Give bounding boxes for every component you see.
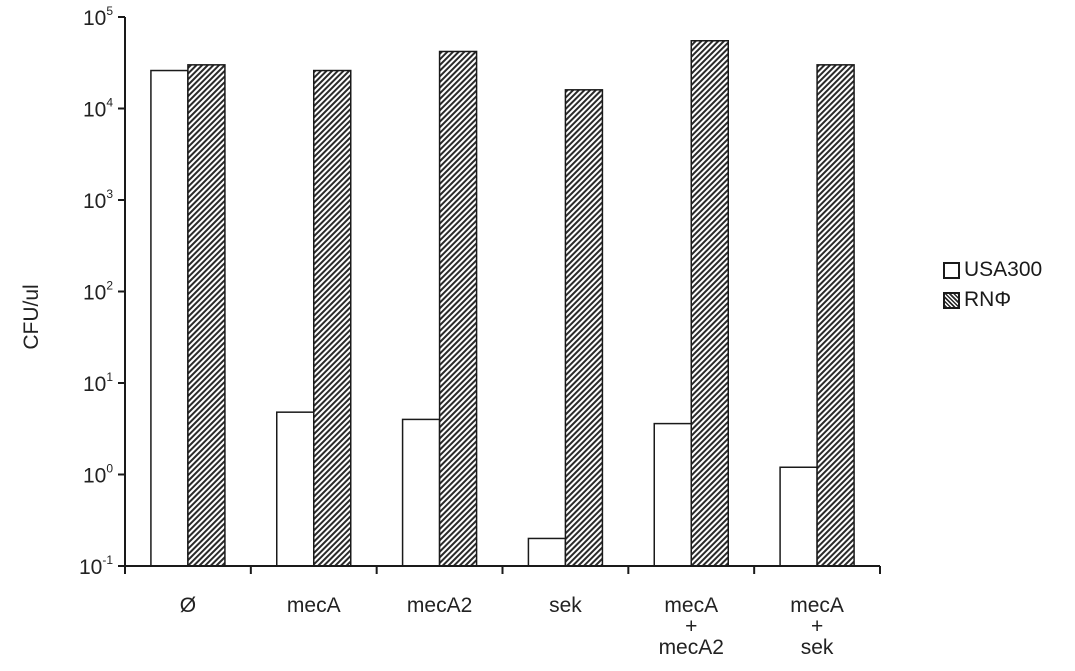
bar-usa300-0 [150, 69, 189, 567]
y-axis-label: CFU/ul [20, 284, 43, 349]
legend-swatch-usa300 [943, 261, 960, 279]
category-label-3: sek [549, 594, 582, 617]
legend-swatch-rnphi [943, 291, 960, 309]
y-tick-label: 10-1 [79, 553, 113, 579]
legend-item-rnphi: RNΦ [943, 285, 1042, 315]
axes-layer: 10-1 100 101 102 103 104 105 Ø mecA mecA2 sek mecA +… [79, 4, 881, 659]
bar-usa300-3 [527, 537, 567, 567]
bar-rn-2 [438, 50, 478, 567]
category-label-0: Ø [180, 594, 196, 617]
y-tick-label: 104 [83, 96, 113, 122]
bar-usa300-2 [401, 418, 441, 567]
category-label-2: mecA2 [407, 594, 472, 617]
y-tick-label: 102 [83, 279, 113, 305]
bar-rn-0 [187, 64, 226, 567]
category-label-5: mecA + sek [790, 594, 844, 659]
legend-label-usa300: USA300 [964, 258, 1043, 281]
bar-usa300-1 [276, 411, 315, 567]
bar-usa300-5 [779, 466, 818, 567]
bars-layer [150, 40, 855, 567]
bar-rn-3 [564, 89, 604, 567]
y-tick-label: 100 [83, 462, 113, 488]
y-tick-label: 101 [83, 370, 113, 396]
bar-rn-4 [690, 40, 729, 567]
legend: USA300 RNΦ [943, 255, 1042, 315]
legend-item-usa300: USA300 [943, 255, 1042, 285]
legend-label-rnphi: RNΦ [964, 288, 1012, 311]
bar-rn-5 [816, 64, 855, 567]
bar-usa300-4 [653, 422, 692, 567]
y-tick-label: 105 [83, 4, 113, 30]
y-tick-label: 103 [83, 187, 113, 213]
category-label-1: mecA [287, 594, 341, 617]
bar-rn-1 [313, 69, 352, 567]
category-label-4: mecA + mecA2 [659, 594, 724, 659]
